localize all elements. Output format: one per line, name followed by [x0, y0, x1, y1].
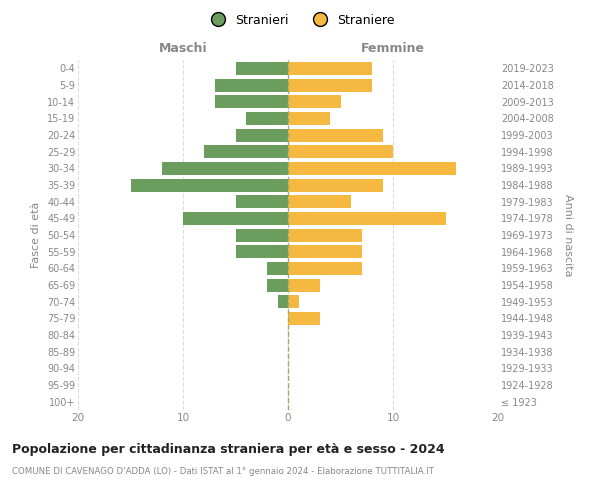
Bar: [215, 78, 288, 92]
Bar: [288, 178, 383, 192]
Text: Popolazione per cittadinanza straniera per età e sesso - 2024: Popolazione per cittadinanza straniera p…: [12, 442, 445, 456]
Bar: [215, 95, 288, 108]
Bar: [162, 162, 288, 175]
Bar: [288, 145, 393, 158]
Text: Maschi: Maschi: [158, 42, 208, 55]
Y-axis label: Anni di nascita: Anni di nascita: [563, 194, 573, 276]
Bar: [288, 278, 320, 291]
Y-axis label: Fasce di età: Fasce di età: [31, 202, 41, 268]
Bar: [288, 62, 372, 75]
Bar: [288, 95, 341, 108]
Bar: [288, 295, 299, 308]
Bar: [267, 278, 288, 291]
Bar: [204, 145, 288, 158]
Text: Femmine: Femmine: [361, 42, 425, 55]
Bar: [288, 245, 361, 258]
Bar: [183, 212, 288, 225]
Text: COMUNE DI CAVENAGO D'ADDA (LO) - Dati ISTAT al 1° gennaio 2024 - Elaborazione TU: COMUNE DI CAVENAGO D'ADDA (LO) - Dati IS…: [12, 468, 434, 476]
Bar: [277, 295, 288, 308]
Legend: Stranieri, Straniere: Stranieri, Straniere: [200, 8, 400, 32]
Bar: [267, 262, 288, 275]
Bar: [288, 195, 351, 208]
Bar: [288, 228, 361, 241]
Bar: [288, 162, 456, 175]
Bar: [288, 312, 320, 325]
Bar: [246, 112, 288, 125]
Bar: [235, 128, 288, 141]
Bar: [235, 245, 288, 258]
Bar: [288, 78, 372, 92]
Bar: [288, 262, 361, 275]
Bar: [288, 212, 445, 225]
Bar: [235, 62, 288, 75]
Bar: [235, 228, 288, 241]
Bar: [288, 112, 330, 125]
Bar: [235, 195, 288, 208]
Bar: [288, 128, 383, 141]
Bar: [130, 178, 288, 192]
